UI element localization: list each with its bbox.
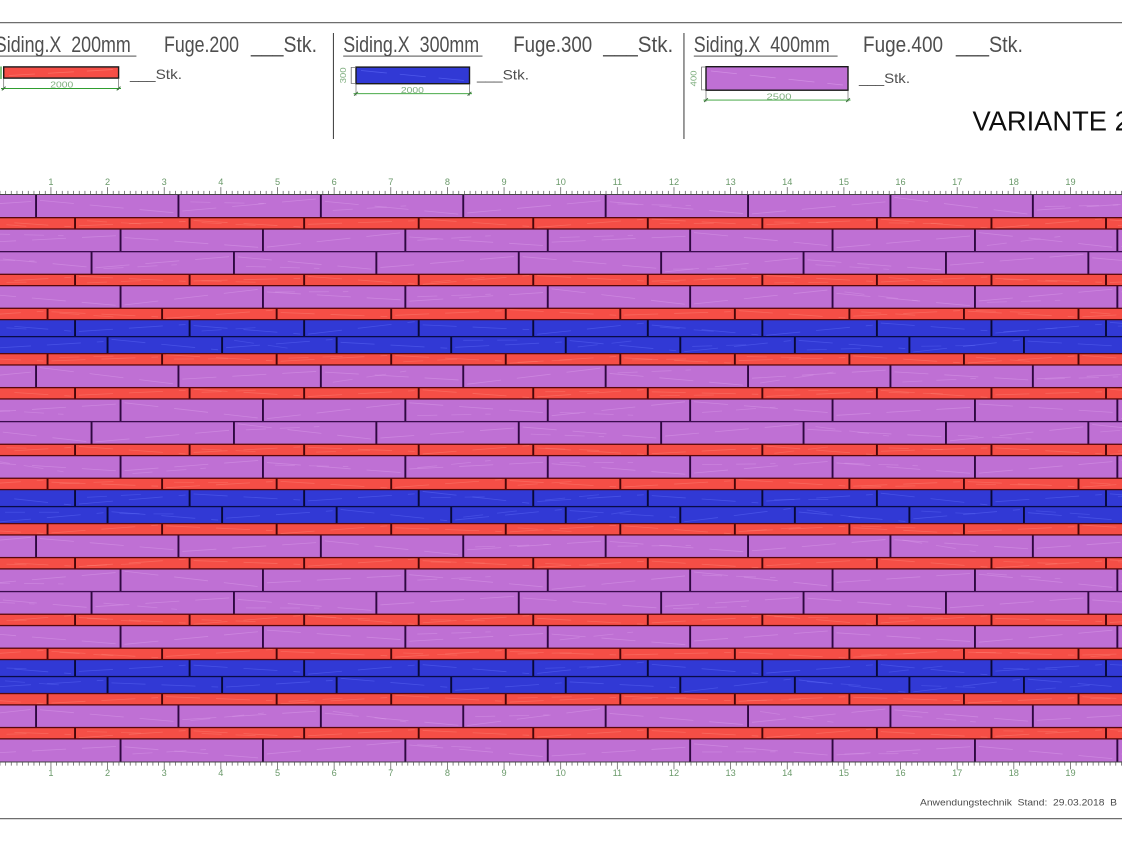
svg-text:12: 12 [669, 177, 679, 187]
svg-text:Fuge.200: Fuge.200 [164, 32, 239, 57]
svg-text:Anwendungstechnik Stand: 29.: Anwendungstechnik Stand: 29.03.2018 B [920, 798, 1117, 809]
svg-text:19: 19 [1065, 768, 1075, 778]
svg-text:___Stk.: ___Stk. [250, 32, 317, 57]
svg-text:4: 4 [218, 177, 223, 187]
svg-text:3: 3 [162, 177, 167, 187]
svg-text:___Stk.: ___Stk. [129, 66, 182, 82]
svg-text:___Stk.: ___Stk. [955, 32, 1023, 57]
svg-text:15: 15 [839, 177, 849, 187]
svg-text:1: 1 [48, 177, 53, 187]
svg-text:13: 13 [726, 768, 736, 778]
svg-text:10: 10 [556, 177, 566, 187]
svg-text:17: 17 [952, 177, 962, 187]
svg-text:13: 13 [726, 177, 736, 187]
svg-text:1: 1 [48, 768, 53, 778]
svg-text:17: 17 [952, 768, 962, 778]
svg-text:Fuge.400: Fuge.400 [863, 32, 943, 57]
svg-text:3: 3 [162, 768, 167, 778]
svg-text:10: 10 [556, 768, 566, 778]
svg-text:15: 15 [839, 768, 849, 778]
svg-text:6: 6 [332, 768, 337, 778]
svg-text:7: 7 [388, 768, 393, 778]
svg-text:12: 12 [669, 768, 679, 778]
svg-text:14: 14 [782, 177, 792, 187]
svg-text:11: 11 [613, 768, 623, 778]
svg-text:___Stk.: ___Stk. [858, 70, 910, 86]
svg-text:2: 2 [105, 177, 110, 187]
svg-text:___Stk.: ___Stk. [602, 32, 673, 57]
svg-text:16: 16 [895, 768, 905, 778]
svg-text:5: 5 [275, 768, 280, 778]
svg-text:2000: 2000 [401, 85, 424, 95]
svg-text:8: 8 [445, 177, 450, 187]
svg-text:300: 300 [339, 67, 348, 84]
svg-text:5: 5 [275, 177, 280, 187]
svg-text:Siding.X 400mm: Siding.X 400mm [694, 32, 830, 57]
svg-text:VARIANTE 2: VARIANTE 2 [973, 106, 1122, 137]
svg-text:2500: 2500 [767, 91, 792, 101]
svg-text:8: 8 [445, 768, 450, 778]
svg-text:16: 16 [895, 177, 905, 187]
svg-text:18: 18 [1009, 177, 1019, 187]
svg-text:Siding.X 300mm: Siding.X 300mm [343, 32, 479, 57]
svg-text:9: 9 [501, 177, 506, 187]
svg-text:9: 9 [501, 768, 506, 778]
svg-text:11: 11 [613, 177, 623, 187]
svg-text:18: 18 [1009, 768, 1019, 778]
svg-text:Fuge.300: Fuge.300 [513, 32, 592, 57]
svg-text:6: 6 [332, 177, 337, 187]
svg-text:Siding.X 200mm: Siding.X 200mm [0, 32, 131, 57]
svg-text:2: 2 [105, 768, 110, 778]
svg-text:400: 400 [690, 70, 699, 87]
svg-text:4: 4 [218, 768, 223, 778]
svg-text:19: 19 [1065, 177, 1075, 187]
svg-text:7: 7 [388, 177, 393, 187]
svg-text:14: 14 [782, 768, 792, 778]
svg-text:2000: 2000 [50, 79, 73, 89]
svg-text:___Stk.: ___Stk. [476, 67, 529, 83]
